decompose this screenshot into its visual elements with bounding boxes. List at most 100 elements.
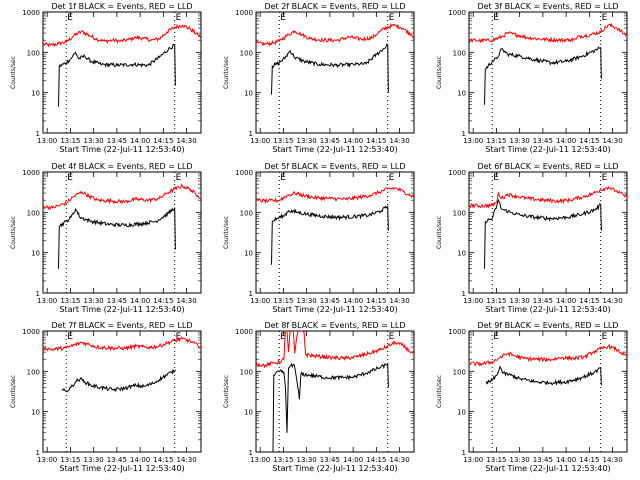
x-tick-label: 13:00 — [37, 297, 57, 305]
panel-title: Det 1f BLACK = Events, RED = LLD — [51, 2, 192, 11]
y-tick-label: 10 — [31, 90, 40, 98]
x-tick-label: 14:00 — [130, 137, 150, 145]
x-tick-label: 13:30 — [297, 297, 317, 305]
x-tick-label: 13:30 — [84, 297, 104, 305]
x-tick-label: 14:30 — [390, 456, 410, 464]
events-series-line — [271, 43, 389, 95]
detector-panel: Det 8f BLACK = Events, RED = LLD 1 10 100 10… — [223, 321, 415, 473]
x-tick-label: 14:15 — [153, 297, 173, 305]
event-marker-label: E — [602, 332, 608, 342]
y-tick-label: 1 — [36, 449, 40, 457]
x-axis-label: Start Time (22-Jul-11 12:53:40) — [485, 145, 610, 154]
x-tick-label: 13:45 — [533, 137, 553, 145]
event-marker-label: E — [280, 13, 286, 23]
x-tick-label: 13:00 — [463, 137, 483, 145]
x-tick-label: 14:15 — [579, 456, 599, 464]
y-tick-label: 1 — [462, 290, 466, 298]
y-axis-label: Counts/sec — [10, 375, 17, 408]
x-tick-label: 14:00 — [343, 137, 363, 145]
y-tick-label: 100 — [240, 368, 253, 376]
y-tick-label: 1 — [462, 449, 466, 457]
x-tick-label: 13:30 — [510, 297, 530, 305]
x-tick-label: 14:30 — [177, 297, 197, 305]
x-tick-label: 14:00 — [556, 137, 576, 145]
detector-panel: Det 4f BLACK = Events, RED = LLD 1 10 100 10… — [10, 162, 202, 314]
y-tick-label: 10 — [244, 250, 253, 258]
y-tick-label: 100 — [240, 49, 253, 57]
lld-series-line — [256, 331, 414, 369]
x-tick-label: 14:30 — [177, 137, 197, 145]
x-tick-label: 14:30 — [390, 137, 410, 145]
y-tick-label: 1000 — [22, 328, 40, 336]
lld-series-line — [469, 22, 627, 44]
plot-frame — [255, 171, 415, 294]
x-tick-label: 13:00 — [37, 137, 57, 145]
x-tick-label: 13:15 — [60, 137, 80, 145]
x-tick-label: 14:15 — [366, 456, 386, 464]
lld-series-line — [469, 186, 627, 209]
detector-panel: Det 2f BLACK = Events, RED = LLD 1 10 100 10… — [223, 2, 415, 154]
lld-series-line — [43, 183, 201, 211]
x-axis-label: Start Time (22-Jul-11 12:53:40) — [59, 305, 184, 314]
event-marker-label: E — [67, 173, 73, 183]
lld-series-line — [469, 343, 627, 367]
x-tick-label: 13:30 — [84, 137, 104, 145]
x-axis-label: Start Time (22-Jul-11 12:53:40) — [272, 145, 397, 154]
event-marker-label: E — [389, 13, 395, 23]
x-tick-label: 14:00 — [343, 297, 363, 305]
x-axis-label: Start Time (22-Jul-11 12:53:40) — [59, 464, 184, 473]
x-axis-label: Start Time (22-Jul-11 12:53:40) — [485, 464, 610, 473]
x-tick-label: 14:15 — [579, 297, 599, 305]
events-series-line — [61, 369, 176, 393]
plot-frame — [42, 11, 202, 134]
events-series-line — [272, 363, 389, 452]
lld-series-line — [43, 336, 201, 352]
x-tick-label: 13:45 — [107, 297, 127, 305]
plot-frame — [255, 11, 415, 134]
x-tick-label: 14:15 — [579, 137, 599, 145]
y-tick-label: 1000 — [448, 169, 466, 177]
plot-frame — [468, 330, 628, 453]
x-tick-label: 13:00 — [463, 456, 483, 464]
event-marker-label: E — [493, 173, 499, 183]
x-tick-label: 13:15 — [486, 137, 506, 145]
x-tick-label: 13:45 — [320, 297, 340, 305]
y-tick-label: 1000 — [235, 169, 253, 177]
events-series-line — [484, 198, 602, 269]
y-axis-label: Counts/sec — [10, 216, 17, 249]
y-tick-label: 10 — [457, 409, 466, 417]
x-tick-label: 13:15 — [273, 137, 293, 145]
y-axis-label: Counts/sec — [10, 56, 17, 89]
x-axis-label: Start Time (22-Jul-11 12:53:40) — [272, 305, 397, 314]
x-axis-label: Start Time (22-Jul-11 12:53:40) — [485, 305, 610, 314]
y-tick-label: 10 — [31, 409, 40, 417]
y-tick-label: 1000 — [448, 328, 466, 336]
y-tick-label: 1000 — [22, 9, 40, 17]
x-tick-label: 14:15 — [153, 456, 173, 464]
lld-series-line — [256, 187, 414, 205]
events-series-line — [485, 365, 602, 386]
x-tick-label: 14:30 — [603, 137, 623, 145]
y-tick-label: 1 — [462, 130, 466, 138]
x-tick-label: 14:00 — [130, 297, 150, 305]
panel-title: Det 3f BLACK = Events, RED = LLD — [477, 2, 618, 11]
y-tick-label: 100 — [240, 209, 253, 217]
panel-title: Det 6f BLACK = Events, RED = LLD — [477, 162, 618, 171]
x-tick-label: 13:00 — [250, 137, 270, 145]
events-series-line — [58, 207, 176, 269]
events-series-line — [58, 43, 176, 107]
event-marker-label: E — [602, 13, 608, 23]
y-tick-label: 100 — [453, 209, 466, 217]
x-axis-label: Start Time (22-Jul-11 12:53:40) — [272, 464, 397, 473]
y-tick-label: 1 — [249, 290, 253, 298]
event-marker-label: E — [389, 173, 395, 183]
x-tick-label: 13:30 — [297, 456, 317, 464]
x-tick-label: 13:45 — [533, 456, 553, 464]
y-tick-label: 100 — [453, 368, 466, 376]
y-tick-label: 100 — [453, 49, 466, 57]
x-tick-label: 13:30 — [297, 137, 317, 145]
event-marker-label: E — [176, 13, 182, 23]
x-tick-label: 13:45 — [533, 297, 553, 305]
y-tick-label: 100 — [27, 368, 40, 376]
